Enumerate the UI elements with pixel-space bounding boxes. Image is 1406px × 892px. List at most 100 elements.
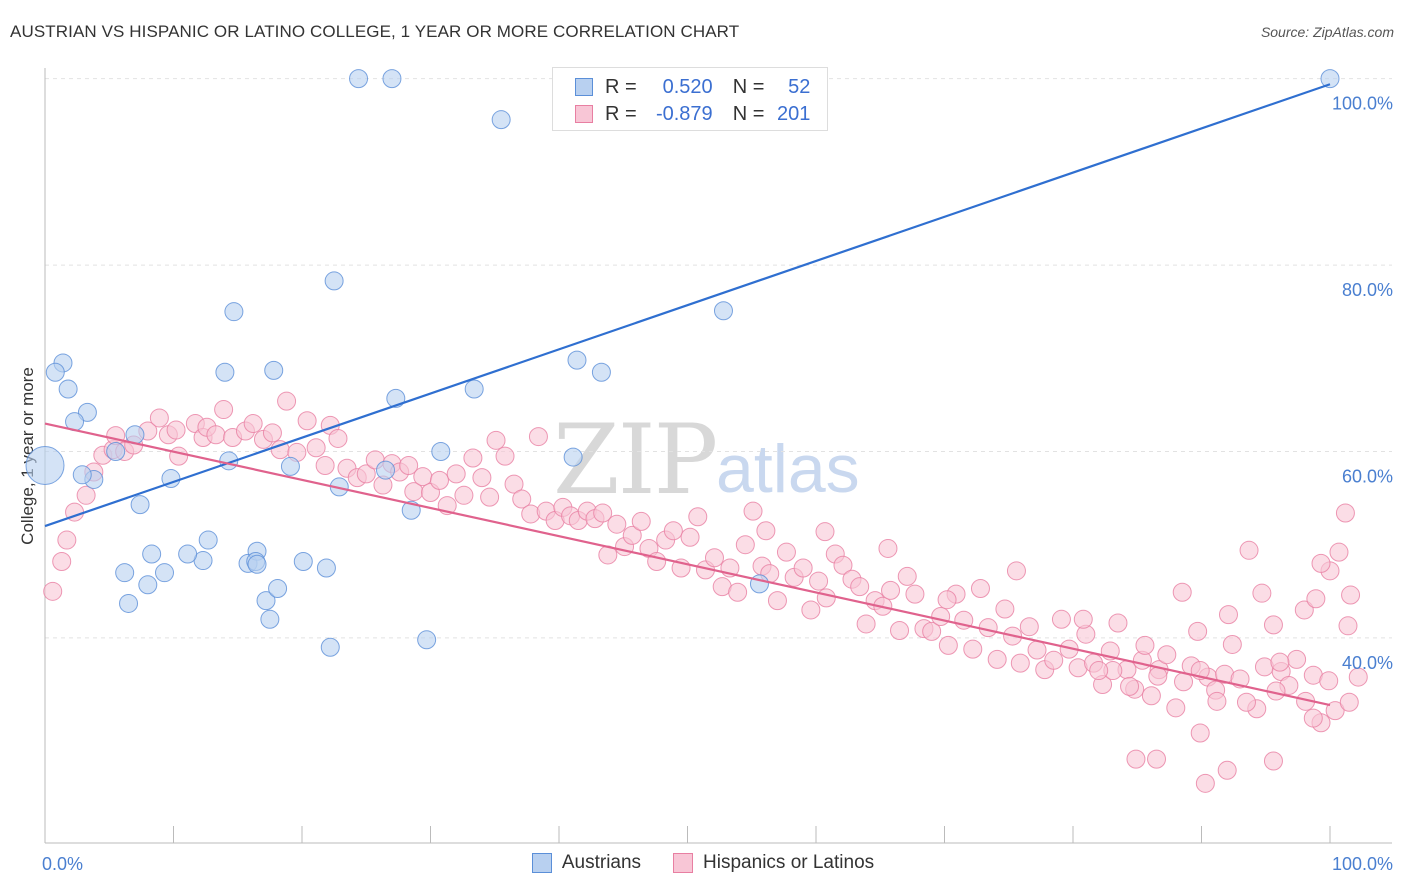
hispanics-point (1218, 605, 1238, 625)
hispanics-point (850, 577, 870, 597)
hispanics-point (1263, 615, 1283, 635)
r-value: -0.879 (655, 102, 713, 125)
hispanics-point (767, 591, 787, 611)
austrians-point (431, 442, 451, 461)
hispanics-point (206, 425, 226, 445)
hispanics-point (1089, 661, 1109, 681)
austrians-point (567, 350, 587, 370)
hispanics-point (243, 414, 263, 434)
r-value: 0.520 (662, 75, 713, 98)
hispanics-point (399, 455, 419, 475)
hispanics-point (776, 542, 796, 562)
hispanics-point (1188, 621, 1208, 641)
hispanics-point (1348, 667, 1368, 687)
hispanics-point (680, 527, 700, 547)
hispanics-point (1006, 561, 1026, 581)
austrians-point (256, 591, 276, 611)
hispanics-point (905, 584, 925, 604)
hispanics-point (1239, 540, 1259, 560)
austrians-point (268, 579, 288, 599)
hispanics-point (512, 489, 532, 509)
austrians-point (58, 379, 78, 399)
hispanics-point (743, 501, 763, 521)
hispanics-point (454, 485, 474, 505)
correlation-legend: R = 0.520 N = 52 R = -0.879 N = 201 (552, 67, 828, 131)
hispanics-point (1027, 640, 1047, 660)
hispanics-point (486, 430, 506, 450)
hispanics-point (315, 455, 335, 475)
hispanics-point (57, 530, 77, 550)
hispanics-point (622, 525, 642, 545)
hispanics-point (963, 639, 983, 659)
hispanics-point (987, 649, 1007, 669)
legend-label-austrians: Austrians (561, 852, 642, 873)
austrians-point (280, 456, 300, 476)
hispanics-point (1270, 652, 1290, 672)
legend-item-hispanics[interactable]: Hispanics or Latinos (673, 852, 874, 874)
hispanics-point (593, 503, 613, 523)
hispanics-point (937, 590, 957, 610)
series-austrians-points (25, 69, 1340, 657)
hispanics-point (1287, 649, 1307, 669)
austrians-point (349, 69, 369, 89)
austrians-point (155, 563, 175, 583)
austrians-point (417, 630, 437, 650)
hispanics-point (1335, 503, 1355, 523)
austrians-point (77, 402, 97, 422)
hispanics-point (463, 448, 483, 468)
hispanics-point (166, 420, 186, 440)
hispanics-point (1073, 609, 1093, 629)
hispanics-point (1147, 749, 1167, 769)
austrians-point (293, 551, 313, 571)
hispanics-point (356, 464, 376, 484)
chart-source: Source: ZipAtlas.com (1260, 24, 1394, 40)
y-tick-label: 80.0% (1342, 280, 1393, 300)
hispanics-point (922, 621, 942, 641)
austrians-point (713, 301, 733, 321)
legend-row-hispanics: R = -0.879 N = 201 (575, 101, 810, 127)
hispanics-swatch (673, 853, 694, 873)
n-label: N = (732, 102, 765, 125)
hispanics-point (1172, 582, 1192, 602)
hispanics-point (878, 538, 898, 558)
hispanics-point (881, 580, 901, 600)
hispanics-point (688, 507, 708, 527)
hispanics-point (663, 521, 683, 541)
hispanics-point (995, 599, 1015, 619)
hispanics-point (1236, 692, 1256, 712)
n-value: 52 (788, 75, 811, 98)
austrians-point (215, 362, 235, 382)
hispanics-point (446, 464, 466, 484)
hispanics-point (756, 521, 776, 541)
tick-labels: 40.0% 60.0% 80.0% 100.0% 0.0% 100.0% (42, 94, 1393, 874)
austrians-point (198, 530, 218, 550)
hispanics-point (413, 467, 433, 487)
hispanics-point (735, 535, 755, 555)
austrians-point (316, 558, 336, 578)
austrians-point (247, 554, 267, 574)
hispanics-point (931, 606, 951, 626)
hispanics-point (970, 579, 990, 599)
hispanics-point (1141, 686, 1161, 706)
hispanics-point (480, 487, 500, 507)
hispanics-point (801, 600, 821, 620)
austrians-trend-line (44, 83, 1331, 528)
hispanics-point (1306, 589, 1326, 609)
austrians-point (1320, 69, 1340, 89)
hispanics-point (1044, 650, 1064, 670)
y-tick-label: 100.0% (1332, 94, 1393, 114)
hispanics-point (890, 620, 910, 640)
hispanics-point (809, 571, 829, 591)
hispanics-trend-line (44, 422, 1331, 707)
hispanics-point (76, 485, 96, 505)
hispanics-point (1195, 773, 1215, 793)
r-label: R = (605, 75, 637, 98)
austrians-point (25, 445, 65, 485)
hispanics-point (106, 426, 126, 446)
series-legend: Austrians Hispanics or Latinos (0, 852, 1406, 874)
y-tick-label: 40.0% (1342, 653, 1393, 673)
hispanics-point (1217, 760, 1237, 780)
legend-item-austrians[interactable]: Austrians (531, 852, 642, 874)
hispanics-point (1207, 691, 1227, 711)
legend-row-austrians: R = 0.520 N = 52 (575, 74, 810, 100)
